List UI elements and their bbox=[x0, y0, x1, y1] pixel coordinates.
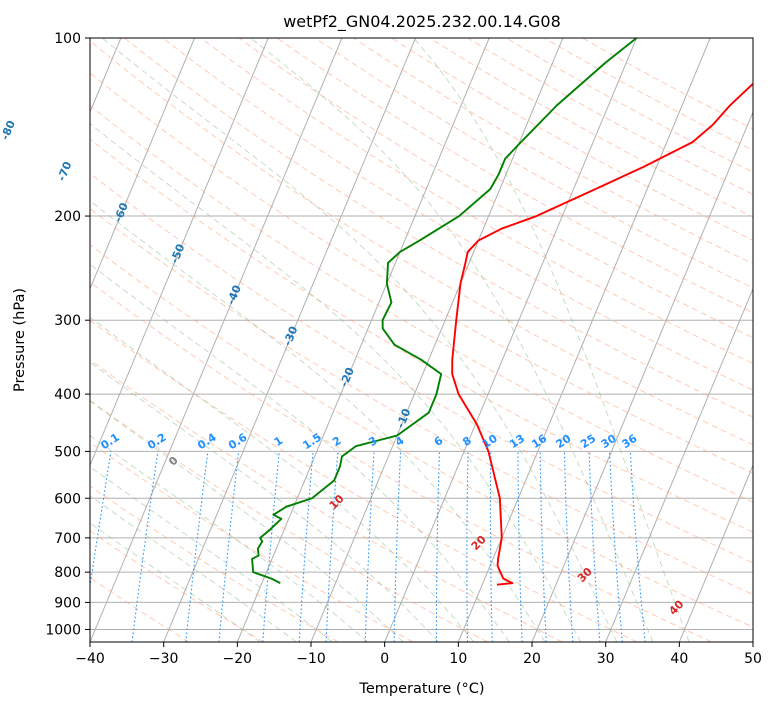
x-tick-label: 50 bbox=[744, 651, 762, 667]
dry-adiabat-line bbox=[90, 207, 753, 596]
dry-adiabat-line bbox=[162, 38, 753, 391]
y-tick-label: 900 bbox=[54, 595, 81, 611]
x-tick-label: 30 bbox=[597, 651, 615, 667]
dry-adiabat-line bbox=[543, 38, 753, 151]
y-tick-label: 700 bbox=[54, 531, 81, 547]
dry-adiabat-line bbox=[505, 38, 753, 173]
mixing-ratio-lines bbox=[90, 451, 646, 642]
moist-adiabat-line bbox=[90, 200, 546, 642]
isotherm-line bbox=[90, 38, 195, 290]
mixing-ratio-line bbox=[90, 451, 112, 590]
isotherm-line bbox=[384, 38, 637, 642]
x-axis-ticks: −40 −30 −20 −10 0 10 20 30 40 50 bbox=[75, 642, 762, 667]
chart-title: wetPf2_GN04.2025.232.00.14.G08 bbox=[283, 12, 561, 32]
moist-adiabat-line bbox=[90, 263, 510, 642]
dry-adiabat-line bbox=[90, 485, 339, 642]
dry-adiabat-line bbox=[467, 38, 753, 195]
moist-adiabat-line bbox=[90, 400, 404, 642]
x-tick-label: 20 bbox=[523, 651, 541, 667]
moist-adiabat-line bbox=[90, 434, 369, 642]
x-tick-label: −30 bbox=[149, 651, 179, 667]
dewpoint-profile-line bbox=[251, 38, 638, 584]
y-axis-label: Pressure (hPa) bbox=[12, 288, 28, 392]
x-tick-label: −40 bbox=[75, 651, 105, 667]
y-axis-ticks: 100 200 300 400 500 600 700 800 900 1000 bbox=[45, 31, 90, 638]
moist-adiabat-line bbox=[413, 38, 690, 642]
x-axis-label: Temperature (°C) bbox=[358, 681, 484, 697]
sounding-profiles bbox=[251, 38, 753, 586]
isotherm-line bbox=[90, 38, 269, 467]
moist-adiabat-line bbox=[90, 122, 582, 642]
dry-adiabat-line bbox=[238, 38, 753, 339]
dry-adiabat-line bbox=[429, 38, 753, 218]
mixing-ratio-line bbox=[218, 451, 240, 642]
x-tick-label: 10 bbox=[449, 651, 467, 667]
dry-adiabat-line bbox=[90, 172, 753, 564]
moist-adiabat-line bbox=[90, 361, 439, 642]
dry-adiabat-line bbox=[90, 40, 753, 446]
isotherm-line bbox=[531, 110, 753, 642]
moist-adiabat-line bbox=[101, 38, 618, 642]
moist-adiabat-line bbox=[90, 316, 475, 642]
y-tick-label: 800 bbox=[54, 565, 81, 581]
isotherm-line bbox=[678, 464, 753, 642]
y-tick-label: 500 bbox=[54, 444, 81, 460]
dry-adiabat-line bbox=[90, 104, 753, 503]
x-tick-label: 0 bbox=[380, 651, 389, 667]
mixing-ratio-line bbox=[185, 451, 209, 642]
y-tick-label: 200 bbox=[54, 209, 81, 225]
moist-adiabat-line bbox=[250, 38, 654, 642]
dry-adiabat-line bbox=[90, 359, 563, 642]
dry-adiabat-line bbox=[124, 38, 753, 418]
y-tick-label: 1000 bbox=[45, 622, 81, 638]
x-tick-label: −20 bbox=[223, 651, 253, 667]
dry-adiabat-line bbox=[391, 38, 753, 241]
isotherm-line bbox=[90, 38, 343, 642]
y-tick-label: 300 bbox=[54, 313, 81, 329]
y-tick-label: 600 bbox=[54, 491, 81, 507]
isotherm-line bbox=[605, 287, 753, 642]
isotherm-line bbox=[163, 38, 416, 642]
dry-adiabat-line bbox=[90, 72, 753, 474]
dry-adiabat-line bbox=[90, 319, 638, 642]
y-tick-label: 100 bbox=[54, 31, 81, 47]
temperature-profile-line bbox=[451, 82, 753, 586]
plot-frame bbox=[89, 37, 754, 643]
x-tick-label: 40 bbox=[670, 651, 688, 667]
moist-adiabats bbox=[90, 38, 690, 642]
mixing-ratio-line bbox=[131, 451, 159, 642]
moist-adiabat-line bbox=[90, 495, 297, 642]
x-tick-label: −10 bbox=[296, 651, 326, 667]
dry-adiabat-line bbox=[353, 38, 753, 265]
dry-adiabat-line bbox=[276, 38, 753, 314]
moist-adiabat-line bbox=[90, 522, 261, 642]
y-tick-label: 400 bbox=[54, 387, 81, 403]
dry-adiabat-line bbox=[200, 38, 753, 365]
dry-adiabat-line bbox=[314, 38, 753, 289]
dry-adiabat-line bbox=[90, 281, 712, 642]
moist-adiabat-line bbox=[90, 466, 333, 642]
